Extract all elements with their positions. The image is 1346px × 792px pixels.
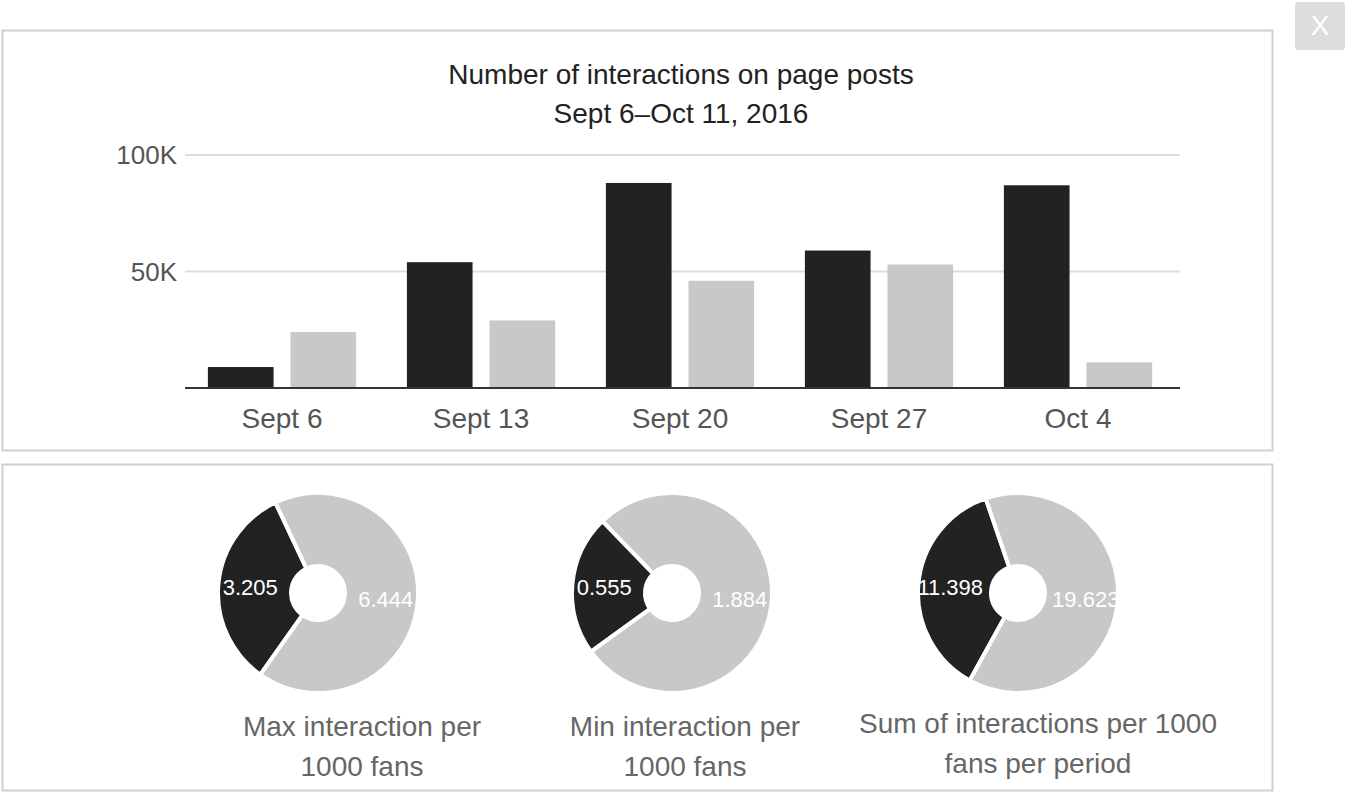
bar xyxy=(1086,362,1152,388)
grid-line xyxy=(185,154,1180,156)
bar xyxy=(208,367,274,388)
chart-title: Number of interactions on page posts xyxy=(448,59,913,90)
panel xyxy=(3,31,1273,451)
close-button[interactable]: X xyxy=(1295,2,1345,50)
category-label: Sept 27 xyxy=(831,403,928,434)
chart-title: Sum of interactions per 1000 fans per pe… xyxy=(858,704,1218,784)
slice xyxy=(260,493,418,693)
bar xyxy=(606,183,672,388)
data-label: 0.555 xyxy=(577,575,632,600)
bars xyxy=(208,183,1152,388)
chart-title: Min interaction per 1000 fans xyxy=(565,707,805,787)
data-label: 11.398 xyxy=(917,575,983,600)
data-label: 19.623 xyxy=(1052,587,1119,612)
tick-label: 100K xyxy=(116,140,177,170)
bar xyxy=(688,281,754,388)
category-label: Sept 6 xyxy=(242,403,323,434)
bar xyxy=(489,320,555,388)
chart-title: Max interaction per 1000 fans xyxy=(242,707,482,787)
data-label: 6.444 xyxy=(358,587,413,612)
bar xyxy=(887,265,953,388)
bar xyxy=(407,262,473,388)
bar xyxy=(290,332,356,388)
chart-subtitle: Sept 6–Oct 11, 2016 xyxy=(554,98,809,129)
category-label: Sept 20 xyxy=(632,403,729,434)
data-label: 1.884 xyxy=(712,587,767,612)
category-label: Sept 13 xyxy=(433,403,530,434)
tick-label: 50K xyxy=(131,257,178,287)
bar xyxy=(805,251,871,388)
stage: Number of interactions on page posts Sept… xyxy=(0,0,1346,792)
axis-line xyxy=(185,387,1180,389)
panel xyxy=(3,465,1273,791)
bar xyxy=(1004,185,1070,388)
category-label: Oct 4 xyxy=(1045,403,1112,434)
data-label: 3.205 xyxy=(223,575,278,600)
